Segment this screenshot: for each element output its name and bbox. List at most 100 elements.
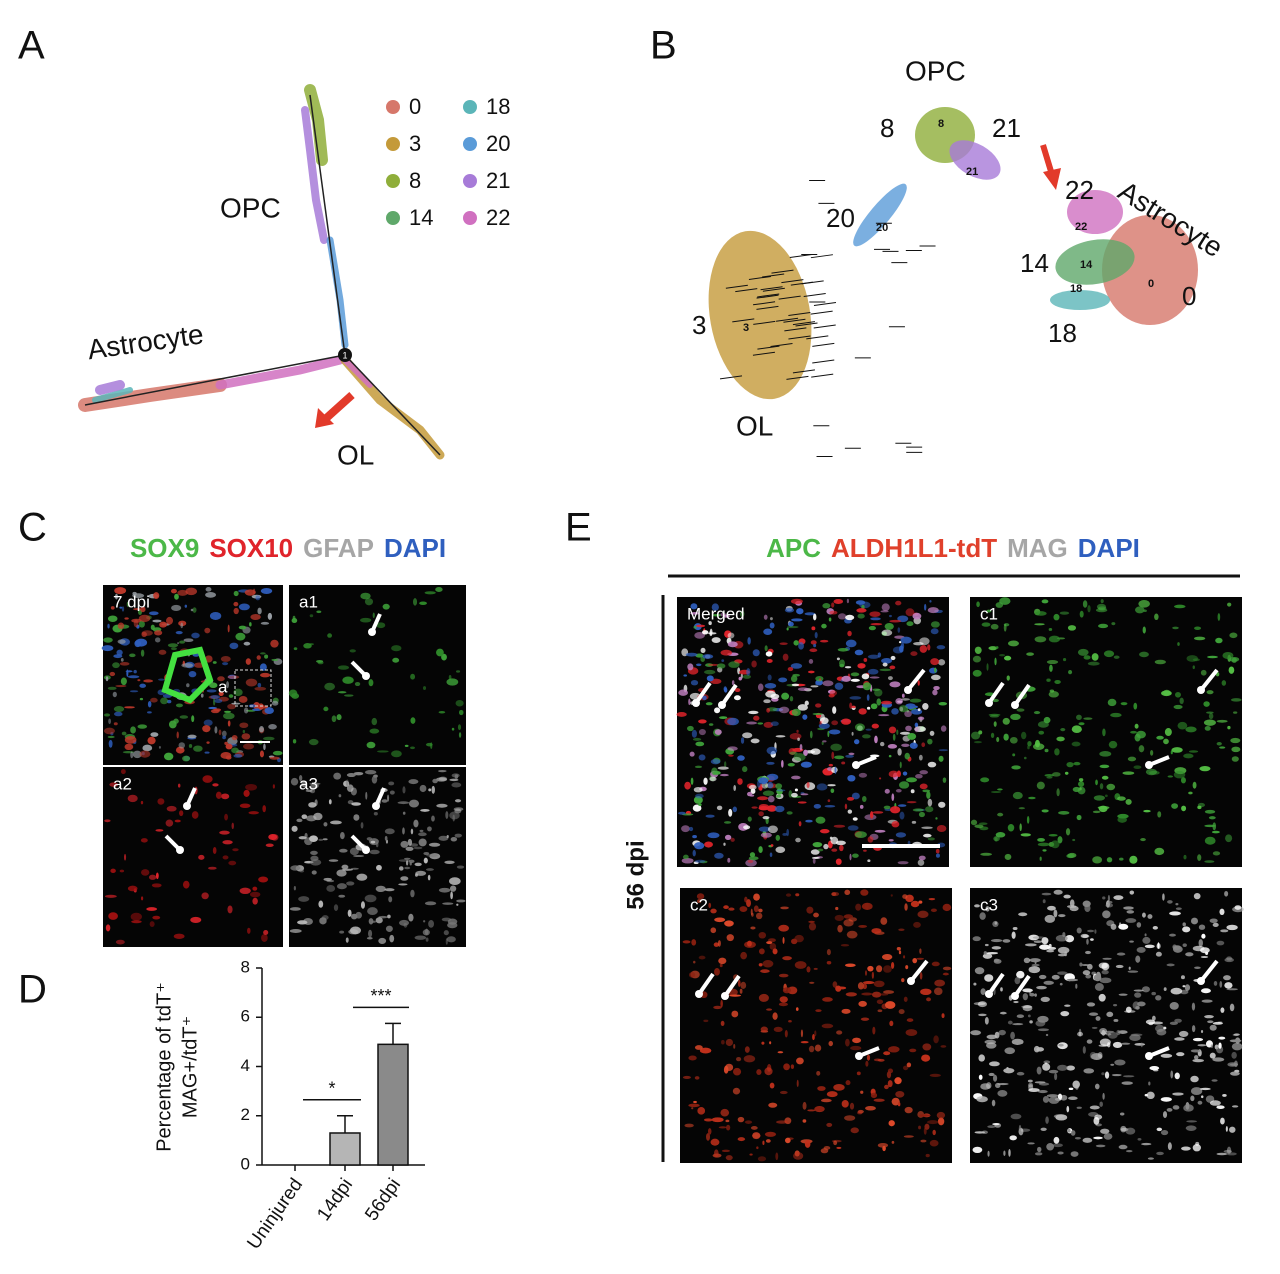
cell-signal <box>850 672 860 677</box>
velocity-arrow <box>812 342 835 347</box>
cell-signal <box>897 1102 901 1107</box>
cell-signal <box>727 857 731 863</box>
cell-signal <box>1231 1042 1243 1051</box>
cell-signal <box>688 1055 697 1061</box>
cell-signal <box>720 612 727 617</box>
cell-signal <box>1211 1079 1218 1082</box>
cell-signal <box>877 652 882 658</box>
cell-signal <box>918 1125 922 1130</box>
cell-signal <box>1136 922 1142 928</box>
cell-signal <box>1040 1127 1047 1132</box>
cell-signal <box>182 880 190 889</box>
cell-signal <box>763 628 773 635</box>
cell-signal <box>110 606 115 610</box>
cell-signal <box>1012 926 1018 931</box>
cell-signal <box>749 794 755 797</box>
cell-signal <box>905 965 909 970</box>
cell-signal <box>1101 969 1109 975</box>
cell-signal <box>1162 893 1165 901</box>
cell-signal <box>921 1054 931 1062</box>
cell-signal <box>239 722 249 728</box>
cell-signal <box>1101 962 1110 971</box>
cell-signal <box>788 1019 792 1023</box>
cell-signal <box>1194 966 1201 970</box>
cell-signal <box>919 948 922 955</box>
cell-signal <box>438 887 451 893</box>
cell-signal <box>341 864 349 870</box>
cell-signal <box>1198 924 1206 930</box>
cell-signal <box>1082 1137 1093 1143</box>
cell-signal <box>101 645 114 652</box>
cell-signal <box>176 731 179 739</box>
cell-signal <box>254 686 267 691</box>
cell-signal <box>710 1138 720 1146</box>
cell-signal <box>867 654 880 659</box>
pointer-arrow <box>987 681 1005 705</box>
cell-signal <box>1003 1150 1006 1156</box>
cell-signal <box>1053 889 1063 895</box>
cell-signal <box>690 611 700 615</box>
cell-signal <box>1204 725 1211 731</box>
cell-signal <box>432 778 438 784</box>
velocity-plot <box>708 107 1198 458</box>
cell-signal <box>1036 781 1045 790</box>
cell-signal <box>758 931 767 939</box>
cell-signal <box>683 674 688 677</box>
cell-signal <box>1095 779 1098 786</box>
cell-signal <box>1197 854 1202 861</box>
cell-signal <box>809 730 813 739</box>
cell-signal <box>193 745 203 752</box>
cell-signal <box>410 673 416 680</box>
cell-signal <box>1105 1032 1112 1036</box>
cell-signal <box>458 732 462 738</box>
cell-signal <box>810 748 821 755</box>
cell-signal <box>1110 1063 1115 1066</box>
cell-signal <box>124 743 134 750</box>
cell-signal <box>336 714 342 721</box>
cell-signal <box>716 805 723 811</box>
cell-signal <box>158 649 167 655</box>
cell-signal <box>815 681 818 686</box>
cell-signal <box>895 1090 905 1098</box>
cell-signal <box>1028 1088 1040 1093</box>
cell-signal <box>1169 911 1181 916</box>
cell-signal <box>1119 857 1124 861</box>
cell-signal <box>326 885 336 892</box>
cell-signal <box>1229 1003 1235 1012</box>
cell-signal <box>858 1000 867 1007</box>
cell-signal <box>1007 1020 1013 1025</box>
cell-signal <box>742 766 748 773</box>
cell-signal <box>1037 1028 1050 1032</box>
cell-signal <box>834 755 845 760</box>
cell-signal <box>935 848 940 854</box>
cell-signal <box>779 642 788 645</box>
cell-signal <box>1012 753 1016 757</box>
cell-signal <box>790 1064 795 1069</box>
cell-signal <box>1145 768 1158 776</box>
cell-signal <box>1154 659 1166 665</box>
cell-signal <box>789 696 794 702</box>
cell-signal <box>1041 937 1049 945</box>
cell-signal <box>858 772 868 778</box>
cell-signal <box>1054 679 1061 684</box>
cell-signal <box>1231 1051 1237 1059</box>
cell-signal <box>1217 613 1221 621</box>
cell-signal <box>1059 611 1070 615</box>
cell-signal <box>140 869 150 876</box>
cell-signal <box>829 610 838 615</box>
cell-signal <box>455 699 464 707</box>
panel-letter: B <box>650 24 677 68</box>
cell-signal <box>1052 772 1061 777</box>
cell-signal <box>1132 1001 1140 1010</box>
cell-signal <box>1209 918 1218 924</box>
cell-signal <box>1037 842 1050 847</box>
cell-signal <box>723 842 726 846</box>
cell-signal <box>719 963 723 968</box>
stain-title-text: SOX9 SOX10 GFAP DAPI <box>130 533 446 563</box>
cell-signal <box>714 917 726 923</box>
cell-signal <box>719 716 728 719</box>
pointer-arrow <box>723 974 741 998</box>
cell-signal <box>816 1070 821 1076</box>
cell-signal <box>398 883 408 886</box>
bar <box>329 1132 361 1166</box>
